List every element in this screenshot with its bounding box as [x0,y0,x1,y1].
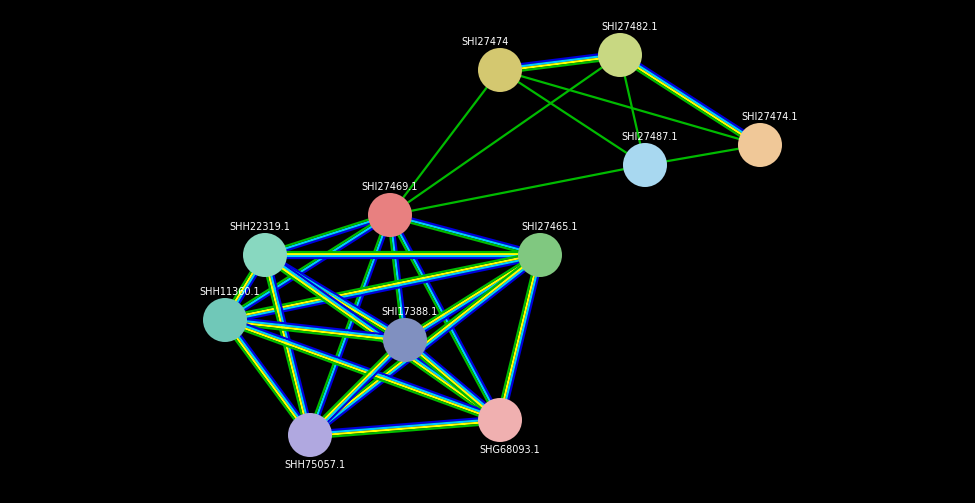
Text: SHI27469.1: SHI27469.1 [362,182,418,192]
Circle shape [368,193,412,237]
Text: SHG68093.1: SHG68093.1 [480,445,540,455]
Text: SHI27487.1: SHI27487.1 [622,132,679,142]
Text: SHH22319.1: SHH22319.1 [229,222,291,232]
Circle shape [478,48,522,92]
Circle shape [623,143,667,187]
Circle shape [518,233,562,277]
Text: SHI27474: SHI27474 [461,37,509,47]
Circle shape [288,413,332,457]
Text: SHI27482.1: SHI27482.1 [602,22,658,32]
Circle shape [203,298,247,342]
Circle shape [478,398,522,442]
Circle shape [383,318,427,362]
Text: SHI27474.1: SHI27474.1 [742,112,799,122]
Text: SHH75057.1: SHH75057.1 [285,460,345,470]
Circle shape [738,123,782,167]
Text: SHI17388.1: SHI17388.1 [382,307,438,317]
Circle shape [598,33,642,77]
Circle shape [243,233,287,277]
Text: SHI27465.1: SHI27465.1 [522,222,578,232]
Text: SHH11360.1: SHH11360.1 [200,287,260,297]
